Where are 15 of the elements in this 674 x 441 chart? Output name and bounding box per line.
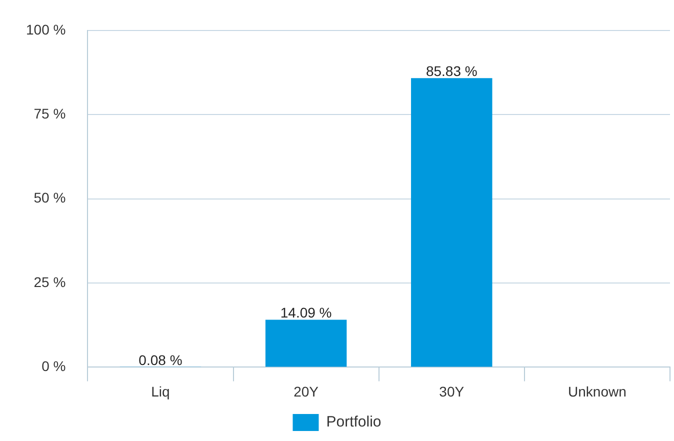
x-tick-label: 30Y — [439, 383, 465, 400]
x-tick-label: Unknown — [568, 383, 626, 400]
x-tick-label: 20Y — [294, 383, 320, 400]
data-label: 0.08 % — [138, 352, 182, 368]
y-tick-label: 0 % — [42, 358, 66, 374]
x-tick-label: Liq — [151, 383, 170, 400]
legend-label: Portfolio — [326, 414, 382, 431]
y-tick-label: 50 % — [34, 190, 66, 206]
bar — [411, 78, 492, 367]
y-tick-label: 75 % — [34, 105, 66, 122]
y-tick-label: 25 % — [34, 274, 66, 290]
y-tick-label: 100 % — [26, 21, 66, 38]
data-label: 85.83 % — [426, 62, 478, 79]
bar — [265, 320, 347, 367]
data-label: 14.09 % — [280, 304, 332, 321]
